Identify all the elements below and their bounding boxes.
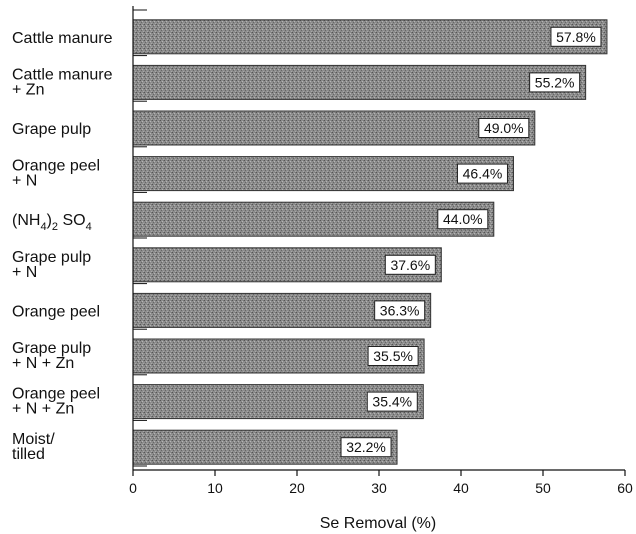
category-label: + N + Zn [12, 401, 74, 418]
x-tick-label: 40 [453, 480, 469, 496]
bar [132, 156, 514, 192]
x-tick-label: 20 [289, 480, 305, 496]
category-label: Grape pulp [12, 249, 91, 266]
value-label-box [340, 437, 392, 458]
value-label-box [478, 118, 530, 138]
category-label: (NH4)2 SO4 [12, 212, 92, 233]
x-tick-label: 10 [207, 480, 223, 496]
category-label: tilled [12, 446, 45, 463]
x-tick-label: 60 [617, 480, 633, 496]
category-label: + N [12, 173, 37, 190]
value-label-box [456, 163, 508, 184]
category-label: Grape pulp [12, 340, 91, 357]
category-label: Cattle manure [12, 66, 113, 83]
x-axis-title: Se Removal (%) [320, 515, 436, 532]
value-label-box [437, 209, 489, 230]
category-label: Orange peel [12, 158, 100, 175]
bar [132, 201, 495, 237]
value-label: 35.5% [373, 348, 413, 364]
value-label-box [550, 26, 602, 47]
value-label-box [366, 391, 418, 412]
category-label: Cattle manure [12, 30, 113, 47]
value-label: 55.2% [535, 74, 575, 90]
category-label: Orange peel [12, 303, 100, 320]
bar [132, 64, 587, 100]
value-label: 57.8% [556, 29, 596, 45]
value-label-box [529, 72, 581, 93]
value-label: 37.6% [390, 257, 430, 273]
category-label: Moist/ [12, 431, 55, 448]
x-tick-label: 0 [129, 480, 137, 496]
category-label: Orange peel [12, 386, 100, 403]
category-label: + N + Zn [12, 355, 74, 372]
value-label: 44.0% [443, 211, 483, 227]
value-label-box [374, 300, 426, 321]
value-label: 36.3% [380, 302, 420, 318]
value-label: 32.2% [346, 439, 386, 455]
bar [132, 110, 536, 146]
value-label-box [367, 346, 419, 366]
category-label: + N [12, 264, 37, 281]
value-label: 49.0% [484, 120, 524, 136]
value-label: 35.4% [372, 394, 412, 410]
value-label-box [384, 254, 436, 275]
value-label: 46.4% [463, 166, 503, 182]
bar [132, 19, 608, 55]
category-label: Grape pulp [12, 121, 91, 138]
x-axis: 0 10 20 30 40 50 60 [129, 6, 633, 496]
category-label: + Zn [12, 81, 44, 98]
x-tick-label: 50 [535, 480, 551, 496]
x-tick-label: 30 [371, 480, 387, 496]
